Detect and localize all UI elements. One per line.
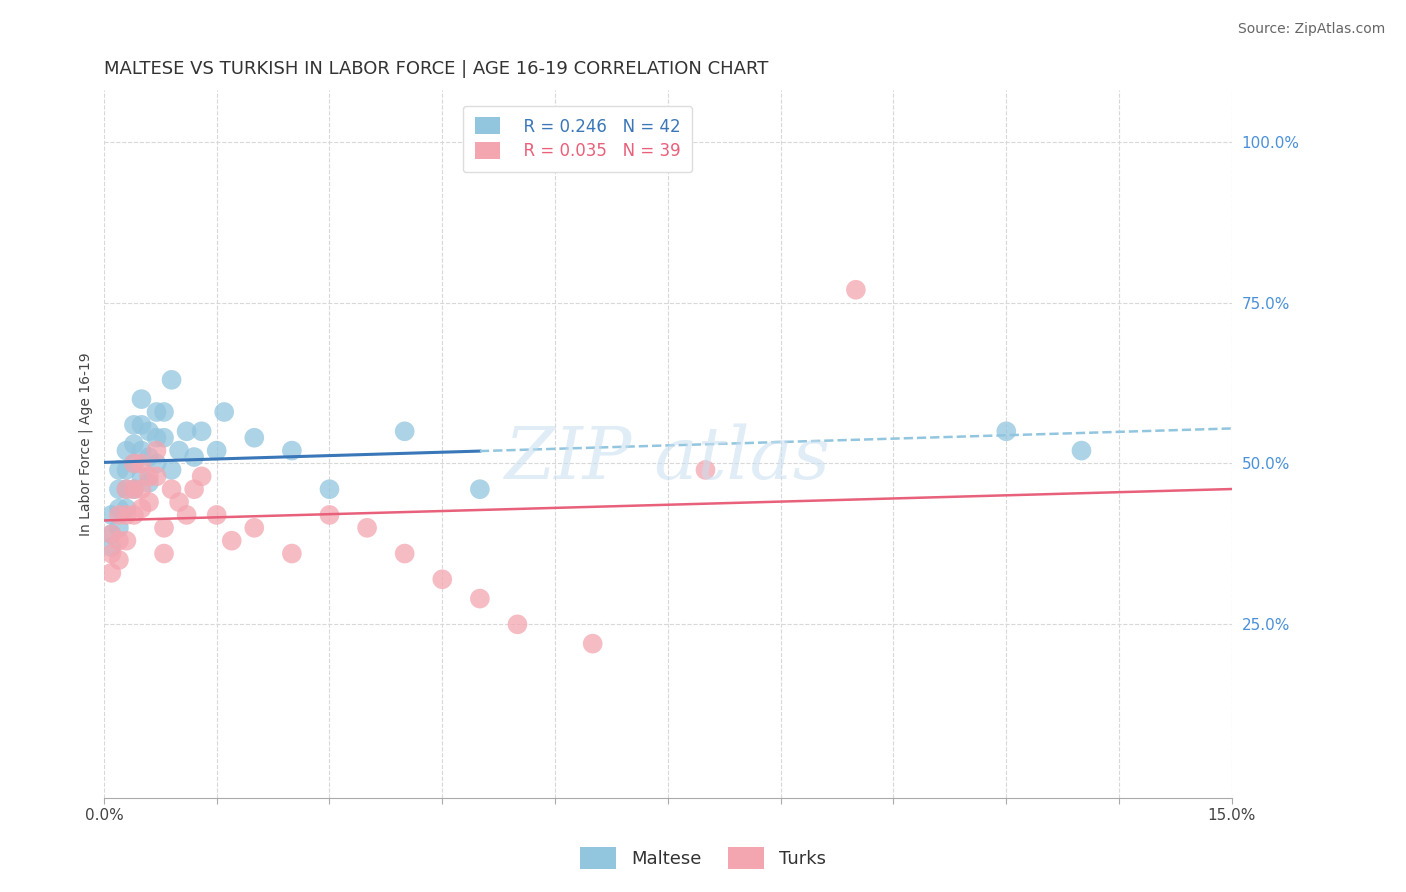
Y-axis label: In Labor Force | Age 16-19: In Labor Force | Age 16-19: [79, 352, 93, 536]
Point: [115, 443, 138, 458]
Point: [153, 405, 176, 419]
Point: [115, 482, 138, 496]
Point: [281, 547, 304, 561]
Point: [695, 463, 717, 477]
Point: [183, 450, 205, 464]
Legend:   R = 0.246   N = 42,   R = 0.035   N = 39: R = 0.246 N = 42, R = 0.035 N = 39: [463, 105, 692, 172]
Point: [394, 547, 416, 561]
Text: Source: ZipAtlas.com: Source: ZipAtlas.com: [1237, 22, 1385, 37]
Point: [160, 463, 183, 477]
Point: [131, 392, 153, 406]
Point: [190, 469, 212, 483]
Point: [100, 547, 122, 561]
Legend: Maltese, Turks: Maltese, Turks: [571, 838, 835, 879]
Point: [115, 501, 138, 516]
Point: [138, 475, 160, 490]
Point: [122, 437, 145, 451]
Point: [167, 495, 190, 509]
Point: [138, 425, 160, 439]
Point: [115, 482, 138, 496]
Point: [153, 431, 176, 445]
Point: [212, 405, 235, 419]
Point: [356, 521, 378, 535]
Point: [122, 457, 145, 471]
Point: [122, 508, 145, 522]
Point: [1070, 443, 1092, 458]
Point: [122, 482, 145, 496]
Point: [205, 508, 228, 522]
Point: [145, 431, 167, 445]
Point: [145, 443, 167, 458]
Point: [995, 425, 1018, 439]
Point: [183, 482, 205, 496]
Point: [115, 533, 138, 548]
Point: [138, 469, 160, 483]
Point: [468, 482, 491, 496]
Point: [281, 443, 304, 458]
Point: [100, 527, 122, 541]
Point: [131, 443, 153, 458]
Point: [145, 457, 167, 471]
Point: [138, 495, 160, 509]
Point: [131, 482, 153, 496]
Point: [131, 501, 153, 516]
Point: [131, 457, 153, 471]
Point: [153, 547, 176, 561]
Text: ZIP atlas: ZIP atlas: [505, 423, 831, 493]
Point: [108, 508, 131, 522]
Point: [115, 463, 138, 477]
Point: [845, 283, 868, 297]
Point: [122, 417, 145, 432]
Point: [115, 508, 138, 522]
Point: [100, 540, 122, 554]
Point: [145, 405, 167, 419]
Point: [243, 431, 266, 445]
Point: [138, 450, 160, 464]
Point: [108, 553, 131, 567]
Point: [190, 425, 212, 439]
Point: [205, 443, 228, 458]
Point: [318, 482, 340, 496]
Point: [100, 566, 122, 580]
Point: [582, 637, 605, 651]
Point: [243, 521, 266, 535]
Point: [153, 521, 176, 535]
Point: [131, 417, 153, 432]
Point: [160, 373, 183, 387]
Point: [167, 443, 190, 458]
Point: [318, 508, 340, 522]
Point: [108, 482, 131, 496]
Point: [108, 533, 131, 548]
Point: [108, 501, 131, 516]
Point: [108, 521, 131, 535]
Point: [506, 617, 529, 632]
Point: [100, 508, 122, 522]
Point: [131, 469, 153, 483]
Point: [176, 425, 198, 439]
Point: [394, 425, 416, 439]
Point: [145, 469, 167, 483]
Point: [122, 457, 145, 471]
Point: [468, 591, 491, 606]
Point: [122, 482, 145, 496]
Point: [176, 508, 198, 522]
Point: [160, 482, 183, 496]
Point: [432, 572, 454, 586]
Point: [108, 463, 131, 477]
Point: [100, 527, 122, 541]
Point: [221, 533, 243, 548]
Text: MALTESE VS TURKISH IN LABOR FORCE | AGE 16-19 CORRELATION CHART: MALTESE VS TURKISH IN LABOR FORCE | AGE …: [104, 60, 768, 78]
